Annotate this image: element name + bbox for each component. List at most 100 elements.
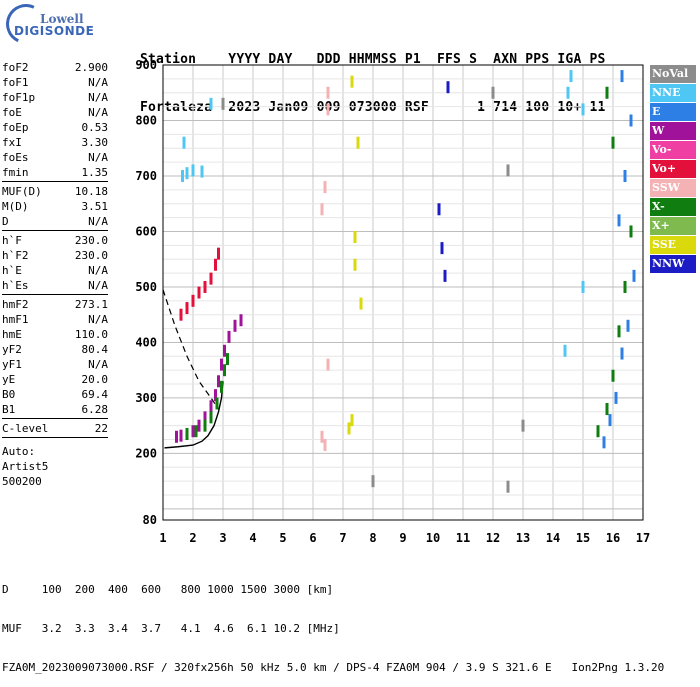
param-divider	[2, 437, 108, 438]
param-value: 80.4	[81, 343, 109, 356]
data-point	[214, 258, 217, 271]
polarization-legend: NoVal NNE E W Vo- Vo+ SSW X- X+ SSE NNW	[650, 65, 696, 274]
param-value: N/A	[88, 215, 108, 228]
legend-item-nne: NNE	[650, 84, 696, 102]
param-row: h`F2 230.0	[2, 248, 108, 263]
data-point	[203, 280, 207, 293]
data-point	[443, 269, 447, 282]
data-point	[194, 425, 198, 438]
data-point	[566, 86, 570, 99]
data-point	[175, 430, 178, 443]
param-name: fxI	[2, 136, 22, 149]
param-value: 0.53	[81, 121, 109, 134]
param-name: hmF2	[2, 298, 29, 311]
param-name: foF1p	[2, 91, 36, 104]
data-point	[632, 269, 636, 282]
param-name: yE	[2, 373, 16, 386]
x-tick-label: 14	[546, 531, 560, 545]
data-point	[209, 272, 213, 285]
data-point	[347, 422, 351, 435]
data-point	[623, 280, 627, 293]
param-row: fmin 1.35	[2, 165, 108, 180]
param-name: D	[2, 215, 9, 228]
data-point	[185, 167, 189, 180]
data-point	[356, 136, 360, 149]
y-tick-label: 900	[135, 58, 157, 72]
y-tick-label: 500	[135, 280, 157, 294]
data-point	[191, 294, 195, 307]
param-row: MUF(D) 10.18	[2, 184, 108, 199]
param-row: D N/A	[2, 214, 108, 229]
param-name: foEs	[2, 151, 29, 164]
data-point	[320, 430, 324, 443]
data-point	[179, 429, 183, 442]
data-point	[223, 364, 226, 377]
x-tick-label: 7	[339, 531, 346, 545]
data-point	[506, 480, 510, 493]
data-point	[214, 389, 217, 402]
legend-item-sse: SSE	[650, 236, 696, 254]
param-value: N/A	[88, 151, 108, 164]
y-tick-label: 800	[135, 113, 157, 127]
legend-item-x-: X+	[650, 217, 696, 235]
param-name: foF1	[2, 76, 29, 89]
param-row: foF2 2.900	[2, 60, 108, 75]
data-point	[239, 314, 243, 327]
param-row: h`Es N/A	[2, 278, 108, 293]
data-point	[200, 165, 204, 178]
legend-item-ssw: SSW	[650, 179, 696, 197]
param-row: fxI 3.30	[2, 135, 108, 150]
data-point	[197, 419, 201, 432]
data-point	[203, 411, 207, 424]
ionogram-chart: 1 2 3 4 5 6 7 8 9 10 11 12 13 14 15 16 17802003004005006…	[135, 58, 650, 545]
x-tick-label: 13	[516, 531, 530, 545]
data-point	[220, 358, 223, 371]
param-value: 10.18	[74, 185, 108, 198]
data-point	[437, 203, 441, 216]
data-point	[563, 344, 567, 357]
y-tick-label: 300	[135, 391, 157, 405]
param-name: yF1	[2, 358, 22, 371]
x-tick-label: 16	[606, 531, 620, 545]
x-tick-label: 9	[399, 531, 406, 545]
param-name: B1	[2, 403, 16, 416]
data-point	[617, 325, 621, 338]
param-value: N/A	[88, 91, 108, 104]
param-name: h`F2	[2, 249, 29, 262]
data-point	[605, 86, 609, 99]
param-name: hmF1	[2, 313, 29, 326]
param-name: M(D)	[2, 200, 29, 213]
param-name: foEp	[2, 121, 29, 134]
footer-muf: MUF 3.2 3.3 3.4 3.7 4.1 4.6 6.1 10.2 [MH…	[2, 622, 340, 635]
data-point	[226, 353, 229, 366]
param-value: 110.0	[74, 328, 108, 341]
data-point	[569, 70, 573, 83]
data-point	[608, 414, 612, 427]
data-point	[185, 427, 189, 440]
param-name: yF2	[2, 343, 22, 356]
data-point	[605, 403, 609, 416]
param-row: foE N/A	[2, 105, 108, 120]
footer-distance: D 100 200 400 600 800 1000 1500 3000 [km…	[2, 583, 334, 596]
param-divider	[2, 181, 108, 182]
data-point	[521, 419, 525, 432]
data-point	[233, 319, 237, 332]
param-value: 3.51	[81, 200, 109, 213]
autoscaling-line: Auto:	[2, 445, 36, 458]
data-point	[326, 103, 330, 116]
data-point	[611, 369, 615, 382]
data-point	[614, 391, 618, 404]
data-point	[227, 330, 231, 343]
param-row: B0 69.4	[2, 387, 108, 402]
data-point	[323, 439, 327, 452]
param-name: hmE	[2, 328, 22, 341]
header-labels: Station YYYY DAY DDD HHMMSS P1 FFS S AXN…	[140, 52, 606, 67]
param-row: B1 6.28	[2, 402, 108, 417]
data-point	[581, 103, 585, 116]
logo-lowell: Lowell	[40, 12, 84, 26]
data-point	[350, 75, 354, 88]
y-tick-label: 200	[135, 446, 157, 460]
param-value: N/A	[88, 279, 108, 292]
param-value: 2.900	[74, 61, 108, 74]
param-value: 69.4	[81, 388, 109, 401]
